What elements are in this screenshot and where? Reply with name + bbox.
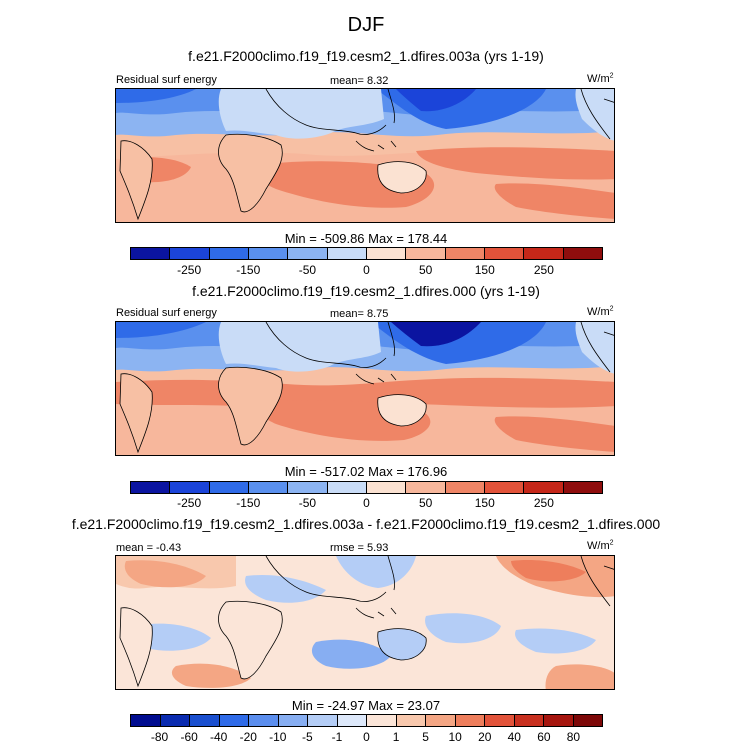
colorbar-swatch — [337, 715, 367, 726]
colorbar-swatch — [455, 715, 485, 726]
colorbar-swatch — [573, 715, 602, 726]
colorbar-tick-label: -1 — [331, 730, 343, 744]
colorbar-swatch — [366, 248, 407, 259]
panel-3-mean: mean = -0.43 — [116, 542, 182, 554]
colorbar-tick-label: -50 — [298, 263, 317, 277]
panel-3-minmax: Min = -24.97 Max = 23.07 — [291, 698, 441, 713]
colorbar-swatch — [327, 482, 367, 493]
colorbar-tick-label: -250 — [177, 263, 202, 277]
colorbar-swatch — [248, 482, 289, 493]
colorbar-tick-label: 5 — [422, 730, 429, 744]
panel-2-minmax: Min = -517.02 Max = 176.96 — [284, 464, 448, 479]
colorbar-swatch — [190, 715, 220, 726]
colorbar-swatch — [219, 715, 249, 726]
colorbar-tick-label: 50 — [418, 496, 433, 510]
panel-1-minmax: Min = -509.86 Max = 178.44 — [284, 231, 448, 246]
colorbar-swatch — [327, 248, 367, 259]
colorbar-swatch — [484, 482, 525, 493]
colorbar-tick-label: 50 — [418, 263, 433, 277]
colorbar-swatch — [209, 248, 249, 259]
colorbar-tick-label: -20 — [239, 730, 257, 744]
colorbar-tick-label: -250 — [177, 496, 202, 510]
panel-3-colorbar-ticks: -80 -60 -40 -20 -10 -5 -1 0 1 5 10 20 40 60 80 — [130, 730, 603, 744]
colorbar-swatch — [367, 715, 397, 726]
colorbar-swatch — [160, 715, 190, 726]
panel-1-map — [115, 88, 615, 223]
colorbar-swatch — [445, 248, 485, 259]
panel-1-colorbar — [130, 247, 603, 260]
panel-1-units: W/m2 — [587, 72, 614, 85]
colorbar-tick-label: 40 — [507, 730, 521, 744]
colorbar-tick-label: 150 — [474, 496, 495, 510]
colorbar-swatch — [563, 248, 602, 259]
panel-3-map — [115, 555, 615, 690]
panel-1-mean: mean= 8.32 — [330, 75, 389, 87]
colorbar-tick-label: 150 — [474, 263, 495, 277]
panel-2-variable-label: Residual surf energy — [116, 307, 217, 319]
panel-1-variable-label: Residual surf energy — [116, 74, 217, 86]
colorbar-swatch — [248, 248, 289, 259]
season-title: DJF — [347, 14, 385, 36]
colorbar-swatch — [406, 248, 446, 259]
colorbar-tick-label: -40 — [210, 730, 228, 744]
colorbar-tick-label: 0 — [363, 496, 370, 510]
colorbar-swatch — [288, 482, 328, 493]
panel-2-title: f.e21.F2000climo.f19_f19.cesm2_1.dfires.… — [192, 283, 540, 299]
colorbar-swatch — [544, 715, 574, 726]
colorbar-swatch — [249, 715, 279, 726]
colorbar-swatch — [131, 715, 161, 726]
colorbar-swatch — [209, 482, 249, 493]
colorbar-tick-label: 60 — [537, 730, 551, 744]
colorbar-tick-label: 80 — [566, 730, 581, 744]
colorbar-tick-label: -80 — [150, 730, 169, 744]
panel-2-mean: mean= 8.75 — [330, 308, 389, 320]
colorbar-swatch — [131, 248, 171, 259]
colorbar-tick-label: 250 — [533, 263, 554, 277]
panel-3-units: W/m2 — [587, 539, 614, 552]
colorbar-swatch — [366, 482, 407, 493]
colorbar-swatch — [485, 715, 515, 726]
colorbar-tick-label: -150 — [236, 496, 261, 510]
colorbar-swatch — [396, 715, 426, 726]
colorbar-swatch — [426, 715, 456, 726]
colorbar-swatch — [288, 248, 328, 259]
colorbar-tick-label: -50 — [298, 496, 317, 510]
colorbar-swatch — [406, 482, 446, 493]
panel-3-rmse: rmse = 5.93 — [330, 542, 389, 554]
panel-2-units: W/m2 — [587, 305, 614, 318]
panel-2-map — [115, 321, 615, 456]
colorbar-swatch — [278, 715, 308, 726]
colorbar-swatch — [524, 482, 564, 493]
colorbar-swatch — [524, 248, 564, 259]
colorbar-tick-label: 1 — [392, 730, 400, 744]
colorbar-tick-label: -60 — [180, 730, 198, 744]
colorbar-swatch — [563, 482, 602, 493]
panel-3-title: f.e21.F2000climo.f19_f19.cesm2_1.dfires.… — [71, 516, 661, 532]
colorbar-swatch — [445, 482, 485, 493]
colorbar-tick-label: -5 — [302, 730, 313, 744]
colorbar-swatch — [170, 482, 210, 493]
colorbar-swatch — [514, 715, 544, 726]
colorbar-tick-label: 10 — [448, 730, 462, 744]
colorbar-tick-label: 0 — [363, 263, 370, 277]
colorbar-swatch — [131, 482, 171, 493]
colorbar-tick-label: 0 — [363, 730, 370, 744]
panel-1-colorbar-ticks: -250 -150 -50 0 50 150 250 — [130, 263, 603, 277]
panel-3-colorbar — [130, 714, 603, 727]
colorbar-swatch — [308, 715, 338, 726]
colorbar-tick-label: -150 — [236, 263, 261, 277]
colorbar-tick-label: 250 — [533, 496, 554, 510]
colorbar-tick-label: 20 — [478, 730, 492, 744]
panel-2-colorbar — [130, 481, 603, 494]
panel-1-title: f.e21.F2000climo.f19_f19.cesm2_1.dfires.… — [188, 48, 544, 64]
panel-2-colorbar-ticks: -250 -150 -50 0 50 150 250 — [130, 496, 603, 510]
colorbar-swatch — [484, 248, 525, 259]
colorbar-tick-label: -10 — [269, 730, 287, 744]
colorbar-swatch — [170, 248, 210, 259]
